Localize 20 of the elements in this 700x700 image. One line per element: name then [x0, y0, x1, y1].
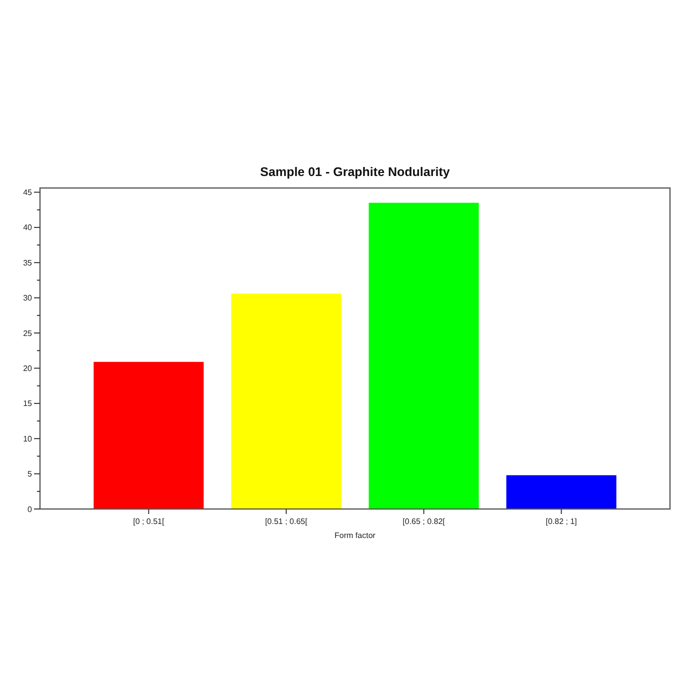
x-tick-label: [0.51 ; 0.65[: [265, 517, 308, 526]
bar: [94, 362, 204, 509]
y-tick-label: 5: [28, 470, 33, 479]
bar: [506, 475, 616, 509]
y-tick-label: 45: [23, 188, 33, 198]
y-tick-label: 35: [23, 258, 33, 268]
x-tick-label: [0.82 ; 1]: [546, 517, 577, 526]
y-tick-label: 10: [23, 434, 33, 444]
y-tick-label: 40: [23, 223, 33, 232]
y-tick-label: 25: [23, 328, 33, 338]
y-tick-label: 30: [23, 294, 33, 303]
bar: [368, 202, 479, 509]
x-tick-label: [0 ; 0.51[: [133, 517, 166, 526]
y-tick-label: 0: [28, 504, 33, 514]
x-tick-label: [0.65 ; 0.82[: [402, 517, 446, 526]
y-tick-label: 15: [23, 399, 33, 408]
x-axis-title: Form factor: [334, 531, 376, 540]
y-tick-label: 20: [23, 364, 33, 374]
chart-title: Sample 01 - Graphite Nodularity: [260, 165, 450, 179]
bar: [231, 294, 342, 509]
